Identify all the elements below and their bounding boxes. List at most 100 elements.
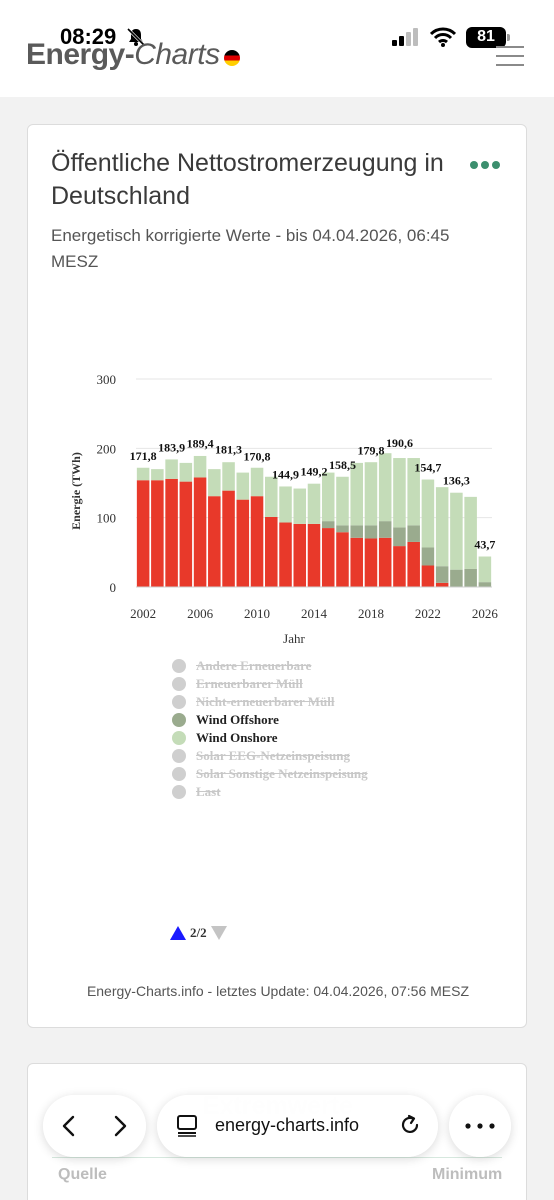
address-bar[interactable]: energy-charts.info — [157, 1095, 438, 1157]
legend-marker — [172, 731, 186, 745]
bar-wind-onshore — [307, 483, 321, 524]
legend-marker — [172, 659, 186, 673]
chart-card: Öffentliche Nettostromerzeugung in Deuts… — [27, 124, 527, 1028]
bell-muted-icon — [126, 27, 146, 47]
bar-wind-onshore — [378, 453, 392, 522]
bar-wind-onshore — [450, 492, 463, 570]
divider — [52, 1157, 502, 1158]
bar-last — [250, 496, 264, 587]
bar-wind-onshore — [393, 458, 406, 528]
chart-title: Öffentliche Nettostromerzeugung in Deuts… — [51, 149, 444, 210]
legend-item[interactable]: Solar EEG-Netzeinspeisung — [172, 747, 368, 765]
bar-wind-offshore — [421, 547, 435, 566]
bar-wind-onshore — [136, 467, 150, 481]
bar-last — [364, 538, 378, 587]
bar-wind-onshore — [151, 469, 164, 481]
y-tick-label: 300 — [97, 372, 117, 387]
bar-last — [136, 480, 150, 587]
bar-wind-onshore — [321, 472, 335, 522]
legend-marker — [172, 695, 186, 709]
legend-item[interactable]: Wind Offshore — [172, 711, 368, 729]
logo-text-italic: Charts — [134, 38, 220, 71]
x-axis-title: Jahr — [283, 631, 305, 646]
bar-last — [165, 478, 178, 587]
legend-label: Nicht-erneuerbarer Müll — [196, 694, 335, 709]
bar-wind-offshore — [350, 525, 363, 538]
tab-overview-icon[interactable] — [177, 1115, 197, 1137]
german-flag-icon — [223, 50, 240, 66]
navigation-pill — [43, 1095, 146, 1157]
y-tick-label: 0 — [110, 580, 117, 595]
data-label: 189,4 — [187, 437, 214, 451]
more-options-icon[interactable] — [470, 161, 500, 169]
chart-area: 0 100 200 300 2002 2006 2010 2014 2018 2022 2026 17… — [69, 372, 498, 646]
bar-wind-onshore — [293, 488, 307, 524]
bar-wind-onshore — [236, 472, 250, 500]
bar-wind-onshore — [478, 556, 492, 583]
status-time: 08:29 — [60, 24, 117, 49]
legend-marker — [172, 677, 186, 691]
bar-last — [421, 565, 435, 587]
bar-wind-offshore — [378, 521, 392, 538]
legend-marker — [172, 749, 186, 763]
legend-marker — [172, 767, 186, 781]
bar-last — [336, 532, 349, 587]
data-label: 171,8 — [130, 449, 157, 463]
bar-wind-offshore — [321, 521, 335, 529]
bar-wind-onshore — [336, 476, 349, 526]
bar-last — [435, 582, 449, 587]
bar-wind-offshore — [450, 569, 463, 587]
bar-wind-onshore — [208, 469, 221, 497]
bar-wind-onshore — [364, 462, 378, 526]
more-icon[interactable] — [465, 1123, 495, 1129]
menu-icon[interactable] — [496, 44, 524, 68]
bar-last — [350, 537, 363, 587]
bar-wind-onshore — [350, 462, 363, 526]
data-label: 183,9 — [158, 440, 185, 454]
triangle-down-icon[interactable] — [210, 926, 227, 940]
column-header-minimum: Minimum — [432, 1166, 503, 1183]
legend-item[interactable]: Nicht-erneuerbarer Müll — [172, 693, 368, 711]
forward-icon[interactable] — [114, 1115, 128, 1137]
x-tick-label: 2010 — [244, 606, 270, 621]
bar-wind-onshore — [265, 476, 278, 517]
bar-wind-onshore — [250, 467, 264, 497]
bar-last — [265, 516, 278, 587]
column-header-source: Quelle — [58, 1166, 107, 1183]
legend-item[interactable]: Solar Sonstige Netzeinspeisung — [172, 765, 368, 783]
legend-marker — [172, 785, 186, 799]
bar-last — [293, 523, 307, 587]
bar-last — [208, 496, 221, 587]
back-icon[interactable] — [61, 1115, 75, 1137]
data-label: 154,7 — [414, 461, 441, 475]
data-label: 144,9 — [272, 468, 299, 482]
triangle-up-icon[interactable] — [170, 926, 186, 940]
logo-text-bold: Energy- — [26, 38, 135, 71]
legend-item[interactable]: Last — [172, 783, 368, 801]
bar-wind-offshore — [336, 525, 349, 533]
bar-wind-onshore — [193, 455, 207, 478]
bar-wind-onshore — [279, 486, 292, 523]
legend-label: Solar EEG-Netzeinspeisung — [196, 748, 350, 763]
more-pill[interactable] — [449, 1095, 511, 1157]
wifi-icon — [430, 27, 456, 47]
chart-subtitle: Energetisch korrigierte Werte - bis 04.0… — [51, 226, 450, 271]
energy-charts-logo[interactable]: Energy-Charts — [26, 38, 240, 72]
bar-wind-onshore — [421, 479, 435, 548]
bar-last — [321, 528, 335, 587]
browser-toolbar: energy-charts.info — [0, 1090, 554, 1160]
x-tick-label: 2022 — [415, 606, 441, 621]
legend-item[interactable]: Andere Erneuerbare — [172, 657, 368, 675]
bar-wind-onshore — [407, 458, 420, 526]
bar-wind-onshore — [165, 459, 178, 479]
data-label: 181,3 — [215, 442, 242, 456]
bar-last — [378, 537, 392, 587]
url-text: energy-charts.info — [215, 1115, 360, 1135]
legend-item[interactable]: Wind Onshore — [172, 729, 368, 747]
reload-icon[interactable] — [399, 1114, 421, 1136]
chart-legend: Andere Erneuerbare Erneuerbarer Müll Nicht… — [172, 657, 368, 801]
bar-last — [179, 481, 193, 587]
y-axis-title: Energie (TWh) — [69, 452, 83, 530]
legend-item[interactable]: Erneuerbarer Müll — [172, 675, 368, 693]
data-label: 179,8 — [357, 443, 384, 457]
